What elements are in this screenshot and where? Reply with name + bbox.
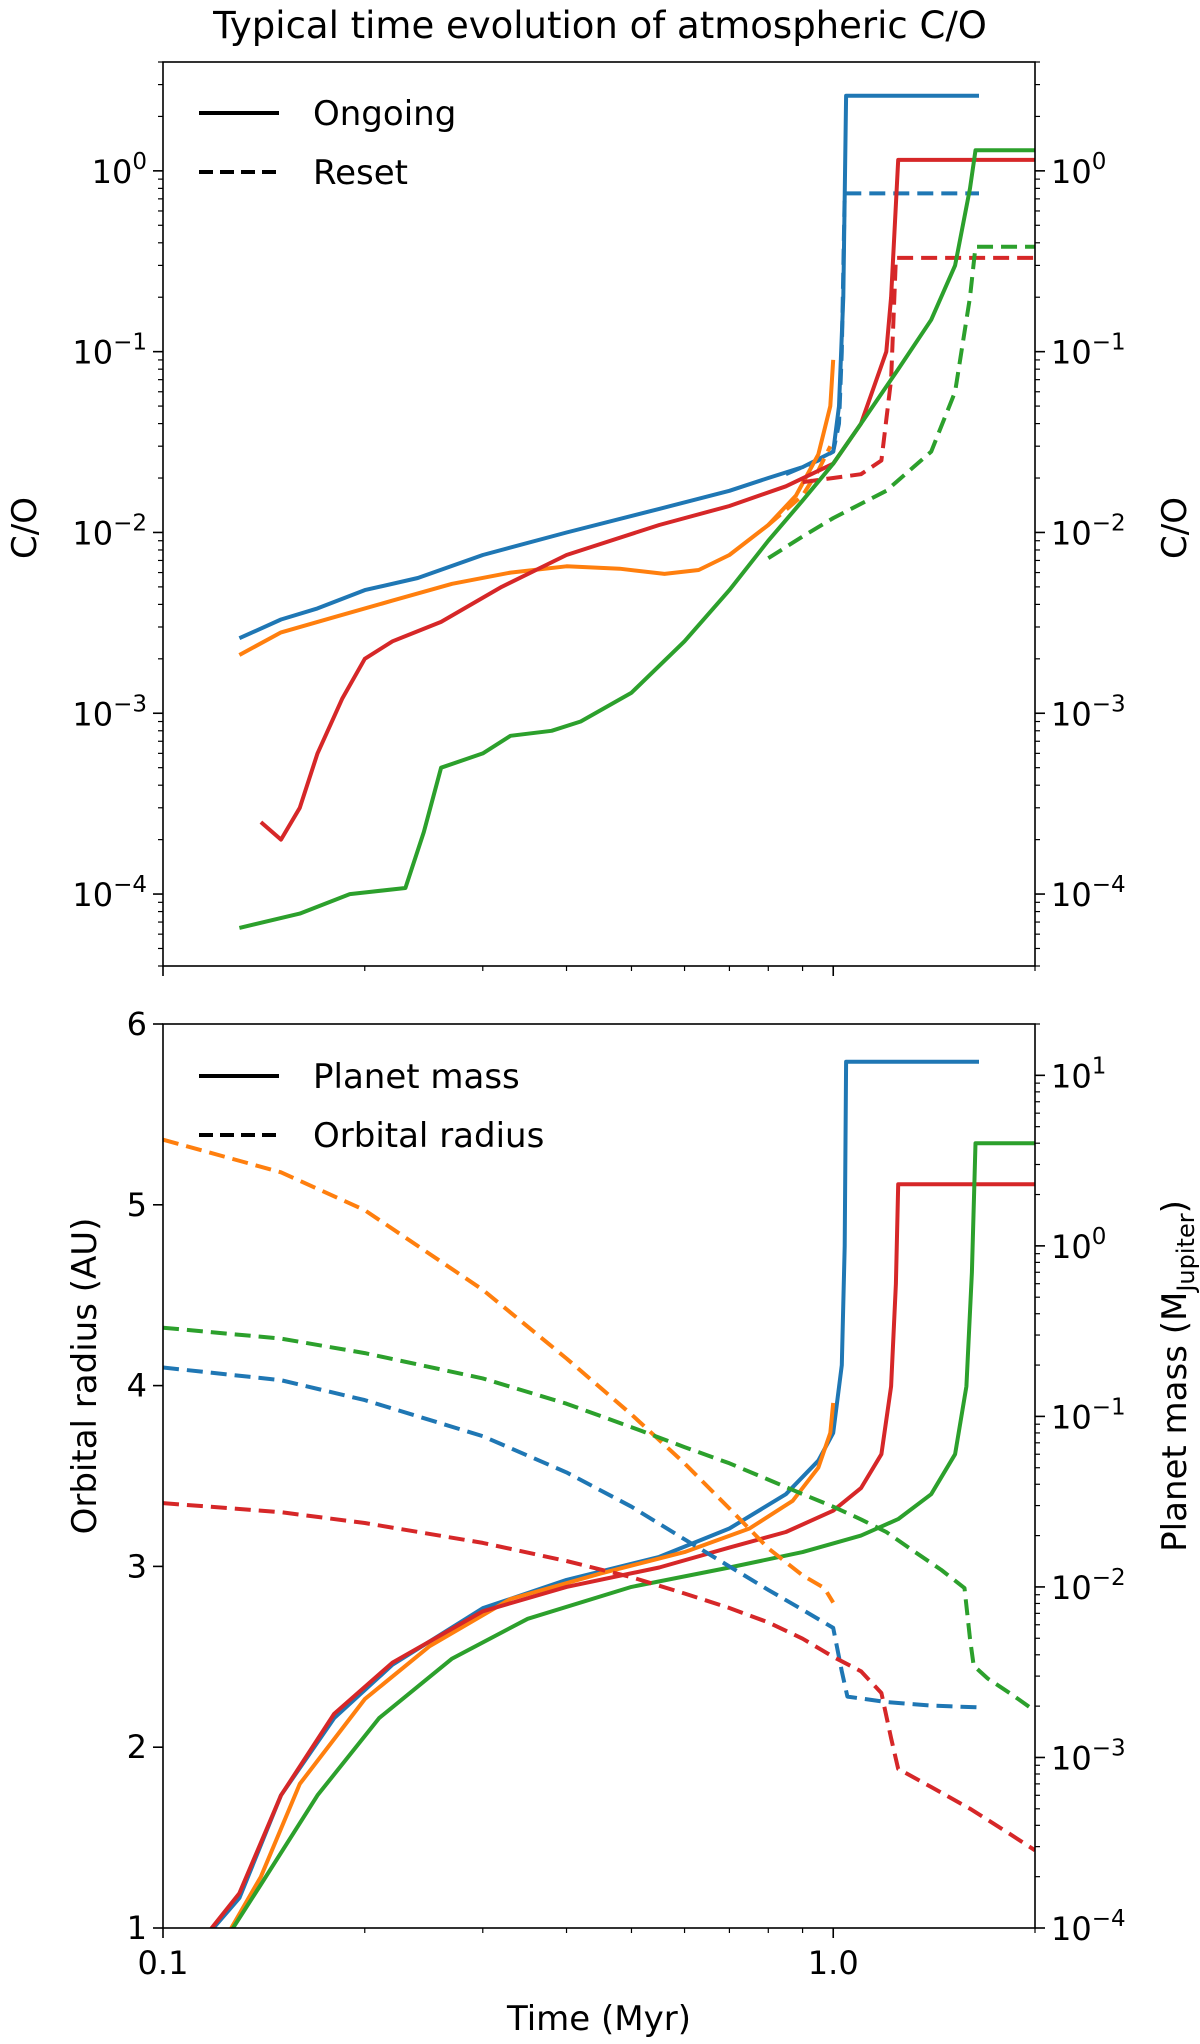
bottom-series-group [163, 1059, 1035, 1928]
bottom-panel: Orbital radius (AU) Planet mass (MJupite… [65, 1005, 1200, 2039]
bottom-left-tick-label: 6 [127, 1005, 147, 1043]
bottom-tick-label-right: 10−1 [1051, 1394, 1126, 1436]
bottom-y-axis-label-left: Orbital radius (AU) [65, 1218, 105, 1535]
legend-ongoing-label: Ongoing [313, 94, 456, 134]
bottom-series-line-2 [209, 1182, 1035, 1928]
top-tick-label-left: 100 [92, 149, 147, 191]
top-series-group [238, 93, 1035, 930]
bottom-tick-label-right: 10−3 [1051, 1735, 1126, 1777]
x-tick-label: 0.1 [138, 1944, 189, 1982]
right-label-end: ) [1155, 1200, 1195, 1213]
bottom-tick-label-right: 100 [1051, 1224, 1106, 1266]
x-axis-label: Time (Myr) [506, 1999, 691, 2039]
bottom-series-line-7 [163, 1501, 1035, 1852]
bottom-left-tick-label: 2 [127, 1728, 147, 1766]
top-y-axis-label-left: C/O [5, 497, 45, 559]
x-tick-label: 1.0 [808, 1944, 859, 1982]
bottom-plot-frame [162, 1023, 1036, 1929]
right-label-base: Planet mass (M [1155, 1292, 1195, 1552]
top-series-line-4 [259, 157, 1035, 842]
top-axis-ticks: 10−4 10−4 10−3 10−3 10−2 10−2 10−1 10−1 100 100 [72, 61, 1126, 976]
top-tick-label-left: 10−1 [72, 330, 147, 372]
top-tick-label-right: 100 [1051, 149, 1106, 191]
bottom-series-line-1 [229, 1402, 836, 1928]
bottom-series-line-6 [163, 1325, 1035, 1713]
top-tick-label-right: 10−3 [1051, 691, 1126, 733]
bottom-legend: Planet mass Orbital radius [199, 1057, 544, 1156]
top-series-line-1 [785, 191, 979, 477]
bottom-left-tick-label: 3 [127, 1547, 147, 1585]
top-tick-label-left: 10−2 [72, 510, 147, 552]
top-series-line-6 [238, 148, 1035, 930]
top-tick-label-right: 10−1 [1051, 330, 1126, 372]
top-y-axis-label-right: C/O [1155, 497, 1195, 559]
top-panel: C/O C/O 10−4 10−4 10−3 10−3 10−2 10−2 10−1 10−1… [5, 61, 1195, 976]
bottom-left-tick-label: 5 [127, 1186, 147, 1224]
chart-title: Typical time evolution of atmospheric C/… [212, 4, 987, 47]
top-series-line-5 [802, 255, 1035, 485]
top-tick-label-left: 10−4 [72, 872, 147, 914]
bottom-series-line-3 [230, 1141, 1035, 1928]
right-label-sub: Jupiter [1172, 1213, 1200, 1293]
legend-orbital-radius-label: Orbital radius [313, 1116, 544, 1156]
bottom-tick-label-right: 101 [1051, 1053, 1106, 1095]
bottom-tick-label-right: 10−4 [1051, 1906, 1126, 1948]
top-series-line-7 [767, 244, 1035, 560]
top-plot-frame [162, 61, 1036, 967]
bottom-tick-label-right: 10−2 [1051, 1565, 1126, 1607]
bottom-series-line-4 [163, 1365, 980, 1710]
bottom-series-line-0 [210, 1059, 979, 1928]
legend-reset-label: Reset [313, 153, 408, 193]
top-legend: Ongoing Reset [199, 94, 456, 193]
bottom-left-tick-label: 1 [127, 1909, 147, 1947]
legend-planet-mass-label: Planet mass [313, 1057, 520, 1097]
top-tick-label-left: 10−3 [72, 691, 147, 733]
bottom-y-axis-label-right: Planet mass (MJupiter) [1155, 1200, 1200, 1552]
bottom-axis-ticks: 1 2 3 4 5 6 10−4 10−3 10−2 10−1 100 101 0.1 1.0 [127, 1005, 1126, 1982]
top-tick-label-right: 10−2 [1051, 510, 1126, 552]
bottom-left-tick-label: 4 [127, 1367, 147, 1405]
top-series-line-2 [238, 359, 836, 657]
top-tick-label-right: 10−4 [1051, 872, 1126, 914]
